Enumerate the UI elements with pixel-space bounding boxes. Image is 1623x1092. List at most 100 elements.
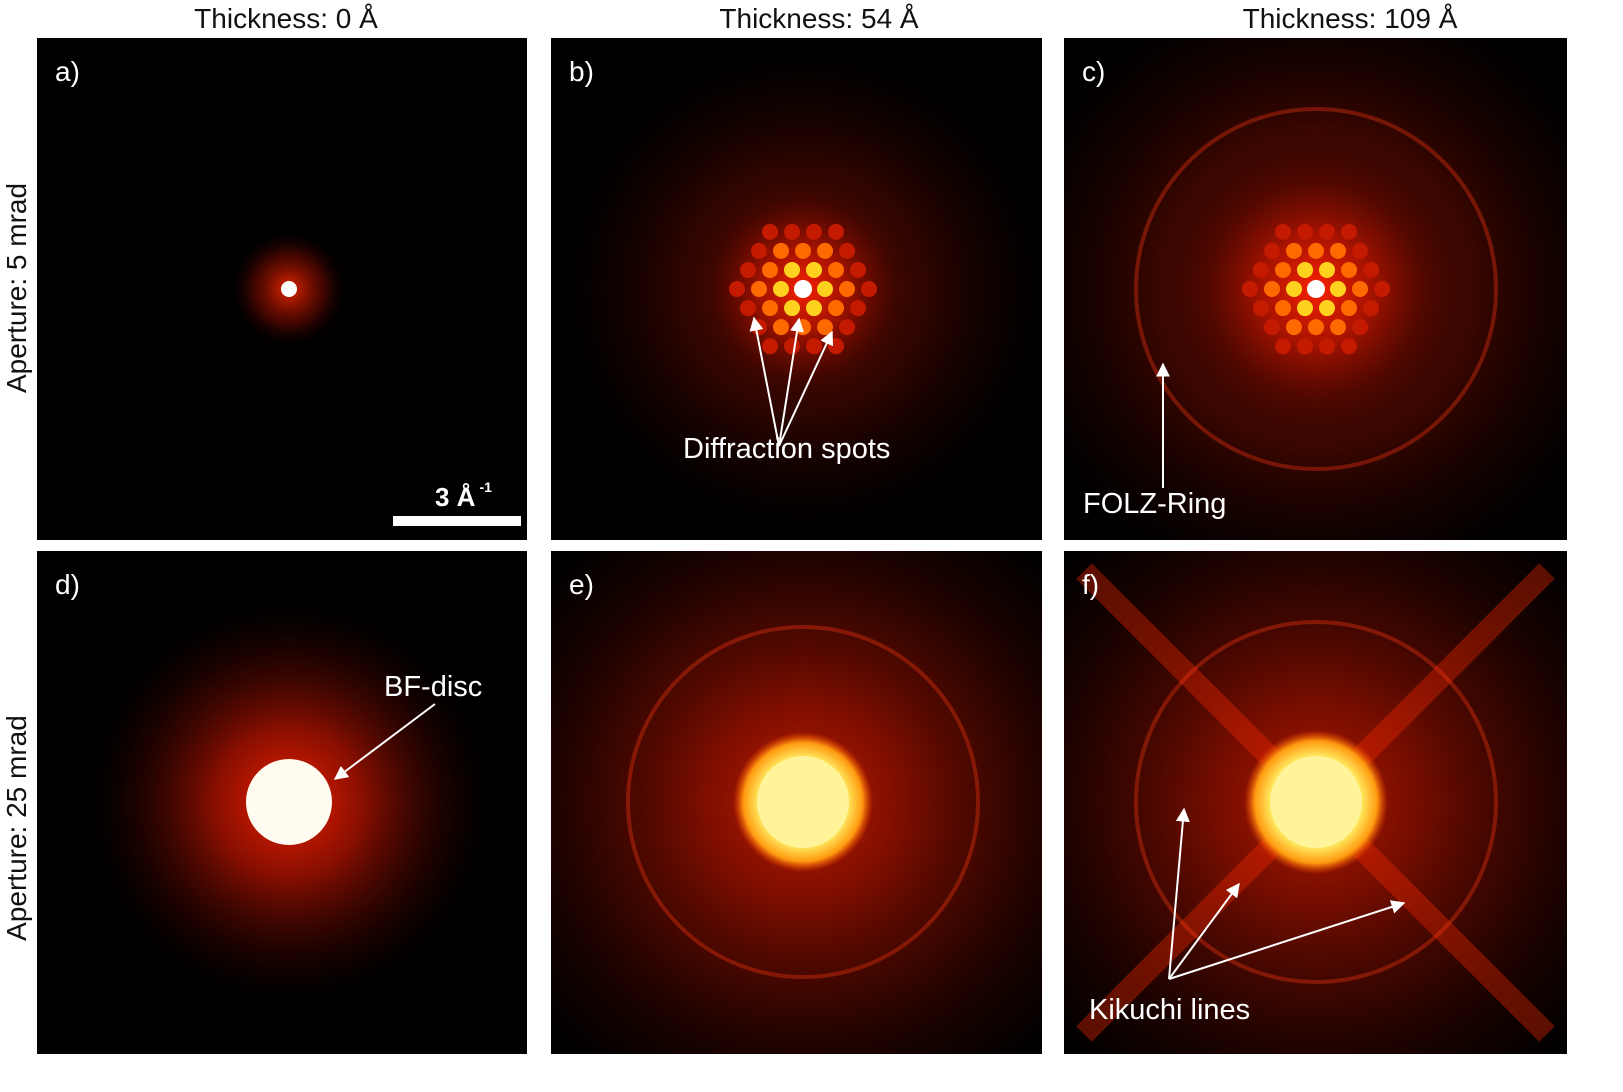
diffraction-spot bbox=[1308, 242, 1324, 259]
diffraction-spot bbox=[1297, 338, 1313, 355]
panel-label-e: e) bbox=[569, 569, 594, 600]
diffraction-spot bbox=[1308, 319, 1324, 336]
scalebar-value: 3 Å bbox=[435, 482, 476, 512]
diffraction-spot bbox=[1341, 223, 1357, 240]
diffraction-spot bbox=[1275, 223, 1291, 240]
diffraction-spot bbox=[1297, 223, 1313, 240]
column-title-2: Thickness: 109 Å bbox=[1242, 3, 1458, 34]
diffraction-spot bbox=[1275, 300, 1291, 317]
diffraction-spot bbox=[784, 300, 800, 317]
panel-f-image bbox=[1064, 551, 1567, 1054]
diffraction-spot bbox=[806, 223, 822, 240]
panel-b-image bbox=[573, 59, 1033, 519]
panel-e: e) bbox=[551, 551, 1042, 1054]
diffraction-spot bbox=[740, 300, 756, 317]
diffraction-spot bbox=[806, 338, 822, 355]
diffraction-spot bbox=[1363, 261, 1379, 278]
annotation-folz-ring: FOLZ-Ring bbox=[1083, 488, 1227, 520]
diffraction-spot bbox=[1341, 300, 1357, 317]
panel-a: a) 3 Å -1 bbox=[37, 38, 527, 540]
diffraction-spot bbox=[806, 300, 822, 317]
diffraction-spot bbox=[795, 242, 811, 259]
diffraction-spot bbox=[817, 242, 833, 259]
diffraction-spot bbox=[1352, 281, 1368, 297]
diffraction-spot bbox=[740, 261, 756, 278]
diffraction-spot bbox=[784, 338, 800, 355]
diffraction-spot bbox=[806, 261, 822, 278]
panel-c: c) FOLZ-Ring bbox=[1064, 38, 1567, 540]
annotation-kikuchi-lines: Kikuchi lines bbox=[1089, 994, 1251, 1026]
diffraction-spot bbox=[1363, 300, 1379, 317]
diffraction-spot bbox=[1264, 281, 1280, 297]
diffraction-spot bbox=[1286, 242, 1302, 259]
diffraction-spot bbox=[773, 319, 789, 336]
diffraction-spot bbox=[784, 261, 800, 278]
diffraction-spot bbox=[1253, 261, 1269, 278]
diffraction-spot bbox=[1330, 281, 1346, 297]
panel-e-image bbox=[551, 551, 1042, 1054]
column-title-1: Thickness: 54 Å bbox=[719, 3, 919, 34]
diffraction-spot bbox=[762, 338, 778, 355]
column-title-0: Thickness: 0 Å bbox=[194, 3, 378, 34]
diffraction-spot bbox=[1297, 300, 1313, 317]
diffraction-spot bbox=[1352, 319, 1368, 336]
diffraction-spot bbox=[817, 281, 833, 297]
diffraction-spot bbox=[751, 319, 767, 336]
diffraction-spot bbox=[850, 261, 866, 278]
diffraction-spot bbox=[839, 242, 855, 259]
diffraction-spot bbox=[839, 281, 855, 297]
diffraction-spot bbox=[1286, 319, 1302, 336]
diffraction-spot bbox=[1297, 261, 1313, 278]
diffraction-spot bbox=[828, 338, 844, 355]
diffraction-spot bbox=[1264, 319, 1280, 336]
diffraction-spot bbox=[828, 261, 844, 278]
row-title-1: Aperture: 25 mrad bbox=[0, 568, 34, 1088]
diffraction-spot bbox=[1253, 300, 1269, 317]
diffraction-spot bbox=[828, 300, 844, 317]
diffraction-spot bbox=[1341, 261, 1357, 278]
panel-label-f: f) bbox=[1082, 569, 1100, 600]
scalebar-label: 3 Å -1 bbox=[435, 479, 492, 513]
diffraction-spot-pattern bbox=[729, 223, 877, 355]
diffraction-spot bbox=[1330, 319, 1346, 336]
diffraction-spot bbox=[828, 223, 844, 240]
panel-f: f) Kikuchi lines bbox=[1064, 551, 1567, 1054]
diffraction-spot bbox=[1330, 242, 1346, 259]
diffraction-spot bbox=[762, 223, 778, 240]
diffraction-spot bbox=[1374, 281, 1390, 297]
diffraction-spot bbox=[1286, 281, 1302, 297]
panel-label-b: b) bbox=[569, 56, 594, 87]
diffraction-spot bbox=[773, 281, 789, 297]
row-title-1-text: Aperture: 25 mrad bbox=[1, 715, 33, 941]
scalebar-exponent: -1 bbox=[479, 479, 492, 496]
panel-d: d) BF-disc bbox=[37, 551, 527, 1054]
diffraction-spot bbox=[1319, 300, 1335, 317]
diffraction-spot bbox=[861, 281, 877, 297]
diffraction-spot bbox=[1275, 261, 1291, 278]
diffraction-spot bbox=[751, 281, 767, 297]
diffraction-spot-pattern-c bbox=[1242, 223, 1390, 355]
panel-label-d: d) bbox=[55, 569, 80, 600]
diffraction-spot bbox=[1319, 338, 1335, 355]
annotation-diffraction-spots: Diffraction spots bbox=[683, 433, 891, 465]
diffraction-spot bbox=[1352, 242, 1368, 259]
panel-label-c: c) bbox=[1082, 56, 1106, 87]
diffraction-spot bbox=[751, 242, 767, 259]
panel-label-a: a) bbox=[55, 56, 80, 87]
diffraction-spot bbox=[1319, 261, 1335, 278]
diffraction-spot bbox=[773, 242, 789, 259]
scalebar bbox=[393, 516, 521, 526]
diffraction-spot bbox=[762, 300, 778, 317]
diffraction-spot bbox=[729, 281, 745, 297]
diffraction-spot bbox=[1242, 281, 1258, 297]
diffraction-spot bbox=[850, 300, 866, 317]
diffraction-spot bbox=[1264, 242, 1280, 259]
diffraction-spot bbox=[762, 261, 778, 278]
diffraction-spot bbox=[1275, 338, 1291, 355]
panel-a-image bbox=[229, 229, 349, 349]
panel-b: b) Diffraction spots bbox=[551, 38, 1042, 540]
row-title-0-text: Aperture: 5 mrad bbox=[1, 182, 33, 394]
diffraction-spot bbox=[839, 319, 855, 336]
panel-c-image bbox=[1064, 38, 1567, 540]
diffraction-spot bbox=[1341, 338, 1357, 355]
